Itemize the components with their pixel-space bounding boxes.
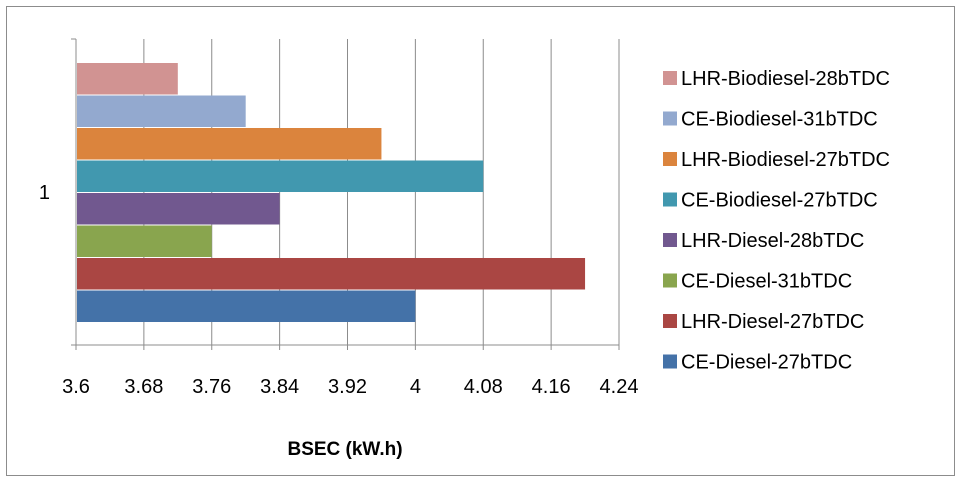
bar-ce-diesel-31btdc — [77, 226, 212, 258]
legend-label: CE-Diesel-27bTDC — [681, 352, 852, 374]
legend-swatch — [663, 152, 677, 166]
bar-lhr-diesel-28btdc — [77, 193, 280, 225]
legend-label: LHR-Diesel-28bTDC — [681, 230, 864, 252]
legend-label: CE-Biodiesel-31bTDC — [681, 109, 878, 131]
legend-swatch — [663, 193, 677, 207]
bar-lhr-biodiesel-27btdc — [77, 128, 381, 160]
legend-swatch — [663, 71, 677, 85]
x-tick-label: 4 — [410, 376, 421, 398]
legend-swatch — [663, 112, 677, 126]
legend-label: CE-Biodiesel-27bTDC — [681, 190, 878, 212]
legend: LHR-Biodiesel-28bTDC CE-Biodiesel-31bTDC L… — [663, 68, 890, 374]
x-tick-label: 3.68 — [124, 376, 163, 398]
y-category-label: 1 — [39, 182, 50, 204]
legend-swatch — [663, 355, 677, 369]
bar-ce-biodiesel-27btdc — [77, 161, 483, 193]
legend-swatch — [663, 233, 677, 247]
legend-swatch — [663, 274, 677, 288]
legend-label: CE-Diesel-31bTDC — [681, 271, 852, 293]
x-tick-label: 3.76 — [192, 376, 231, 398]
x-tick-label: 4.24 — [600, 376, 639, 398]
bar-ce-diesel-27btdc — [77, 291, 415, 323]
legend-label: LHR-Biodiesel-28bTDC — [681, 68, 890, 90]
x-tick-label: 4.16 — [532, 376, 571, 398]
legend-label: LHR-Biodiesel-27bTDC — [681, 149, 890, 171]
legend-swatch — [663, 314, 677, 328]
legend-label: LHR-Diesel-27bTDC — [681, 311, 864, 333]
x-tick-label: 3.84 — [260, 376, 299, 398]
bars — [77, 63, 585, 322]
x-tick-label: 3.6 — [62, 376, 90, 398]
bar-lhr-diesel-27btdc — [77, 258, 585, 290]
x-tick-label: 3.92 — [328, 376, 367, 398]
bar-lhr-biodiesel-28btdc — [77, 63, 178, 95]
x-tick-label: 4.08 — [464, 376, 503, 398]
x-axis-title: BSEC (kW.h) — [287, 439, 402, 460]
bar-ce-biodiesel-31btdc — [77, 96, 246, 128]
